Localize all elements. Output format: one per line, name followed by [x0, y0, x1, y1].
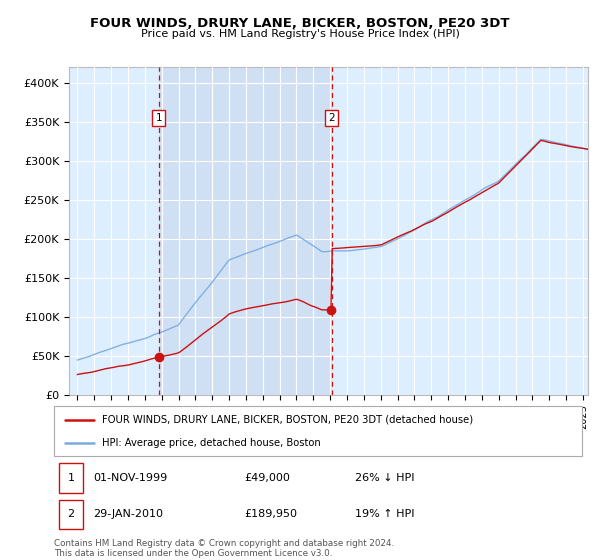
- Text: £189,950: £189,950: [244, 509, 297, 519]
- Text: £49,000: £49,000: [244, 473, 290, 483]
- Text: 29-JAN-2010: 29-JAN-2010: [94, 509, 164, 519]
- Bar: [159, 67, 332, 395]
- Text: 2: 2: [328, 113, 335, 123]
- Text: 19% ↑ HPI: 19% ↑ HPI: [355, 509, 415, 519]
- Text: 26% ↓ HPI: 26% ↓ HPI: [355, 473, 415, 483]
- Text: Contains HM Land Registry data © Crown copyright and database right 2024.
This d: Contains HM Land Registry data © Crown c…: [54, 539, 394, 558]
- Text: FOUR WINDS, DRURY LANE, BICKER, BOSTON, PE20 3DT: FOUR WINDS, DRURY LANE, BICKER, BOSTON, …: [90, 17, 510, 30]
- FancyBboxPatch shape: [59, 463, 83, 493]
- FancyBboxPatch shape: [59, 500, 83, 529]
- Text: 1: 1: [155, 113, 162, 123]
- Text: FOUR WINDS, DRURY LANE, BICKER, BOSTON, PE20 3DT (detached house): FOUR WINDS, DRURY LANE, BICKER, BOSTON, …: [101, 414, 473, 424]
- Text: Price paid vs. HM Land Registry's House Price Index (HPI): Price paid vs. HM Land Registry's House …: [140, 29, 460, 39]
- FancyBboxPatch shape: [54, 406, 582, 456]
- Text: 1: 1: [68, 473, 74, 483]
- Text: 2: 2: [68, 509, 75, 519]
- Text: HPI: Average price, detached house, Boston: HPI: Average price, detached house, Bost…: [101, 438, 320, 448]
- Text: 01-NOV-1999: 01-NOV-1999: [94, 473, 168, 483]
